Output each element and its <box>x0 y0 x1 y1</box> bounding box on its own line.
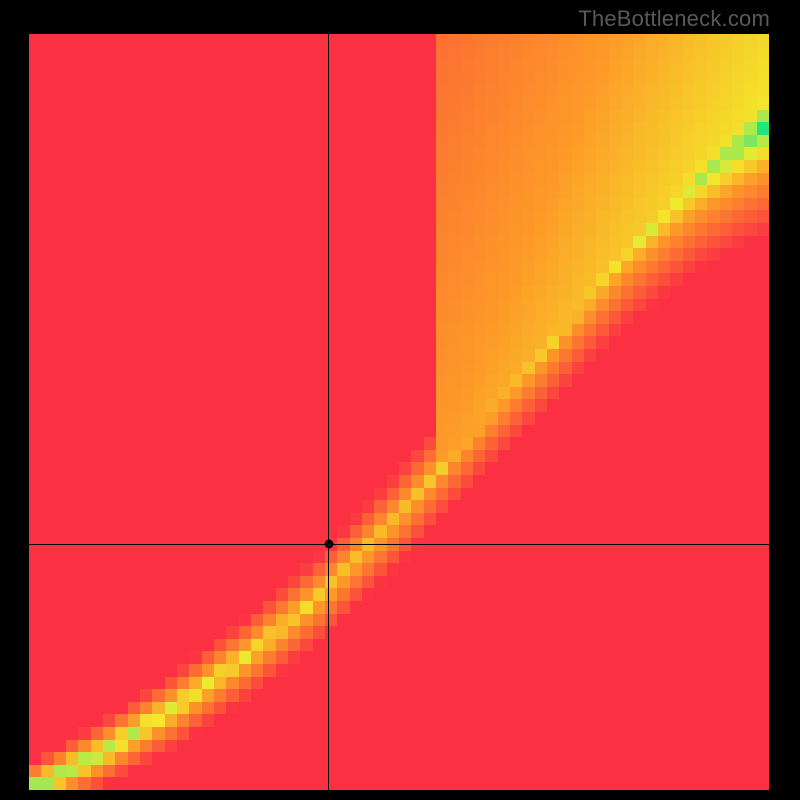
heatmap-plot <box>29 34 769 790</box>
heatmap-canvas <box>29 34 769 790</box>
crosshair-vertical <box>328 34 329 790</box>
watermark-text: TheBottleneck.com <box>578 6 770 32</box>
crosshair-horizontal <box>29 544 769 545</box>
marker-point <box>324 540 333 549</box>
